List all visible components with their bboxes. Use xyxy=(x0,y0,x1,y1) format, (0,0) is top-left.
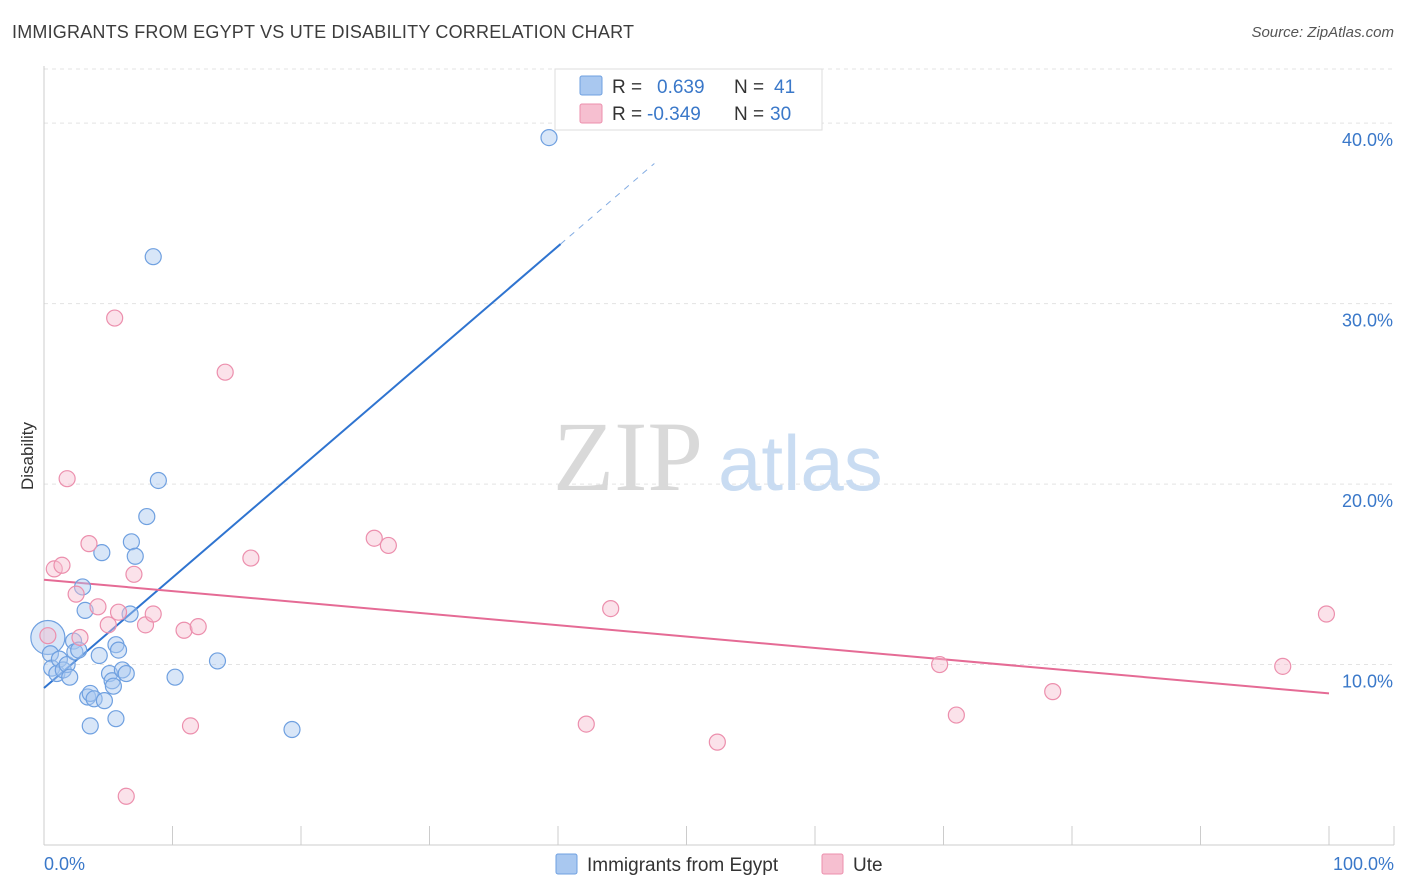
legend-n-value-egypt: 41 xyxy=(774,77,795,98)
ute-point xyxy=(67,585,85,603)
egypt-point xyxy=(93,544,111,562)
bottom-legend-swatch-egypt xyxy=(555,853,578,875)
egypt-point xyxy=(30,619,66,656)
x-tick-label-max: 100.0% xyxy=(1333,854,1394,874)
egypt-point xyxy=(166,668,184,686)
ute-point xyxy=(125,565,143,583)
legend-n-label-egypt: N = xyxy=(734,77,764,98)
legend-r-label-egypt: R = xyxy=(612,77,642,98)
egypt-point xyxy=(144,248,162,266)
x-tick-labels: 0.0% 100.0% xyxy=(44,854,1394,874)
egypt-point xyxy=(58,655,76,674)
ute-point xyxy=(379,536,397,555)
y-tick-label: 40.0% xyxy=(1342,130,1393,150)
ute-point xyxy=(242,549,260,567)
ute-point xyxy=(99,616,117,634)
watermark: ZIP atlas xyxy=(553,401,883,512)
series-legend: Immigrants from Egypt Ute xyxy=(555,853,883,876)
ute-point xyxy=(106,309,124,327)
egypt-point xyxy=(95,692,113,710)
y-tick-label: 30.0% xyxy=(1342,311,1393,331)
ute-point xyxy=(80,535,98,553)
legend-swatch-ute xyxy=(579,103,603,124)
ute-point xyxy=(189,618,207,636)
egypt-point xyxy=(61,668,79,686)
trendline-0 xyxy=(43,243,562,689)
ute-point xyxy=(181,717,200,735)
egypt-point xyxy=(73,578,92,596)
egypt-point xyxy=(109,641,128,659)
ute-point xyxy=(1274,657,1292,675)
ute-point xyxy=(175,621,193,639)
watermark-atlas: atlas xyxy=(718,419,883,507)
egypt-point xyxy=(283,720,301,739)
ute-point xyxy=(144,605,162,623)
trendline-1 xyxy=(43,578,1330,695)
source-label: Source: ZipAtlas.com xyxy=(1251,24,1394,41)
egypt-point xyxy=(117,664,135,683)
ute-point xyxy=(117,787,135,805)
egypt-point xyxy=(122,533,140,551)
ute-point xyxy=(71,628,89,647)
bottom-legend-label-ute: Ute xyxy=(853,855,883,876)
legend-n-label-ute: N = xyxy=(734,104,764,125)
ute-point xyxy=(1317,605,1336,623)
gridlines xyxy=(44,68,1394,666)
bottom-legend-label-egypt: Immigrants from Egypt xyxy=(587,855,779,876)
bottom-legend-swatch-ute xyxy=(821,853,844,875)
watermark-zip: ZIP xyxy=(553,401,703,512)
ute-point xyxy=(39,627,57,645)
ute-point xyxy=(1044,683,1062,701)
stats-legend: R = 0.639 N = 41 R = -0.349 N = 30 xyxy=(554,68,823,131)
ute-point xyxy=(708,733,726,751)
ute-point xyxy=(602,599,620,618)
scatter-points xyxy=(30,128,1336,805)
chart-title: IMMIGRANTS FROM EGYPT VS UTE DISABILITY … xyxy=(12,22,635,42)
trendlines xyxy=(43,163,1330,695)
axes xyxy=(43,66,1395,846)
ute-point xyxy=(931,655,949,674)
egypt-point xyxy=(81,717,99,735)
trendline-extension-0 xyxy=(560,163,655,245)
legend-swatch-egypt xyxy=(579,75,603,96)
egypt-point xyxy=(90,646,108,665)
y-tick-label: 10.0% xyxy=(1342,672,1393,692)
egypt-point xyxy=(107,710,125,728)
egypt-point xyxy=(70,641,88,659)
legend-r-label-ute: R = xyxy=(612,104,642,125)
ute-point xyxy=(577,715,595,733)
y-tick-label: 20.0% xyxy=(1342,491,1393,511)
egypt-point xyxy=(138,507,156,526)
legend-r-value-egypt: 0.639 xyxy=(657,77,705,98)
egypt-point xyxy=(41,645,60,663)
egypt-point xyxy=(76,601,94,620)
y-tick-labels: 10.0% 20.0% 30.0% 40.0% xyxy=(1342,130,1393,691)
egypt-point xyxy=(208,652,227,670)
x-tick-label-min: 0.0% xyxy=(44,854,85,874)
ute-point xyxy=(89,598,107,616)
y-axis-title: Disability xyxy=(18,421,37,490)
ute-point xyxy=(109,603,128,621)
ute-point xyxy=(365,529,383,547)
ute-point xyxy=(53,556,71,574)
egypt-point xyxy=(103,672,121,690)
egypt-point xyxy=(104,677,122,695)
ute-point xyxy=(947,706,965,724)
ute-point xyxy=(216,363,234,381)
egypt-point xyxy=(149,471,167,490)
ute-point xyxy=(58,470,76,488)
legend-r-value-ute: -0.349 xyxy=(647,104,701,125)
egypt-point xyxy=(126,547,144,565)
legend-n-value-ute: 30 xyxy=(770,104,791,125)
egypt-point xyxy=(540,128,558,147)
